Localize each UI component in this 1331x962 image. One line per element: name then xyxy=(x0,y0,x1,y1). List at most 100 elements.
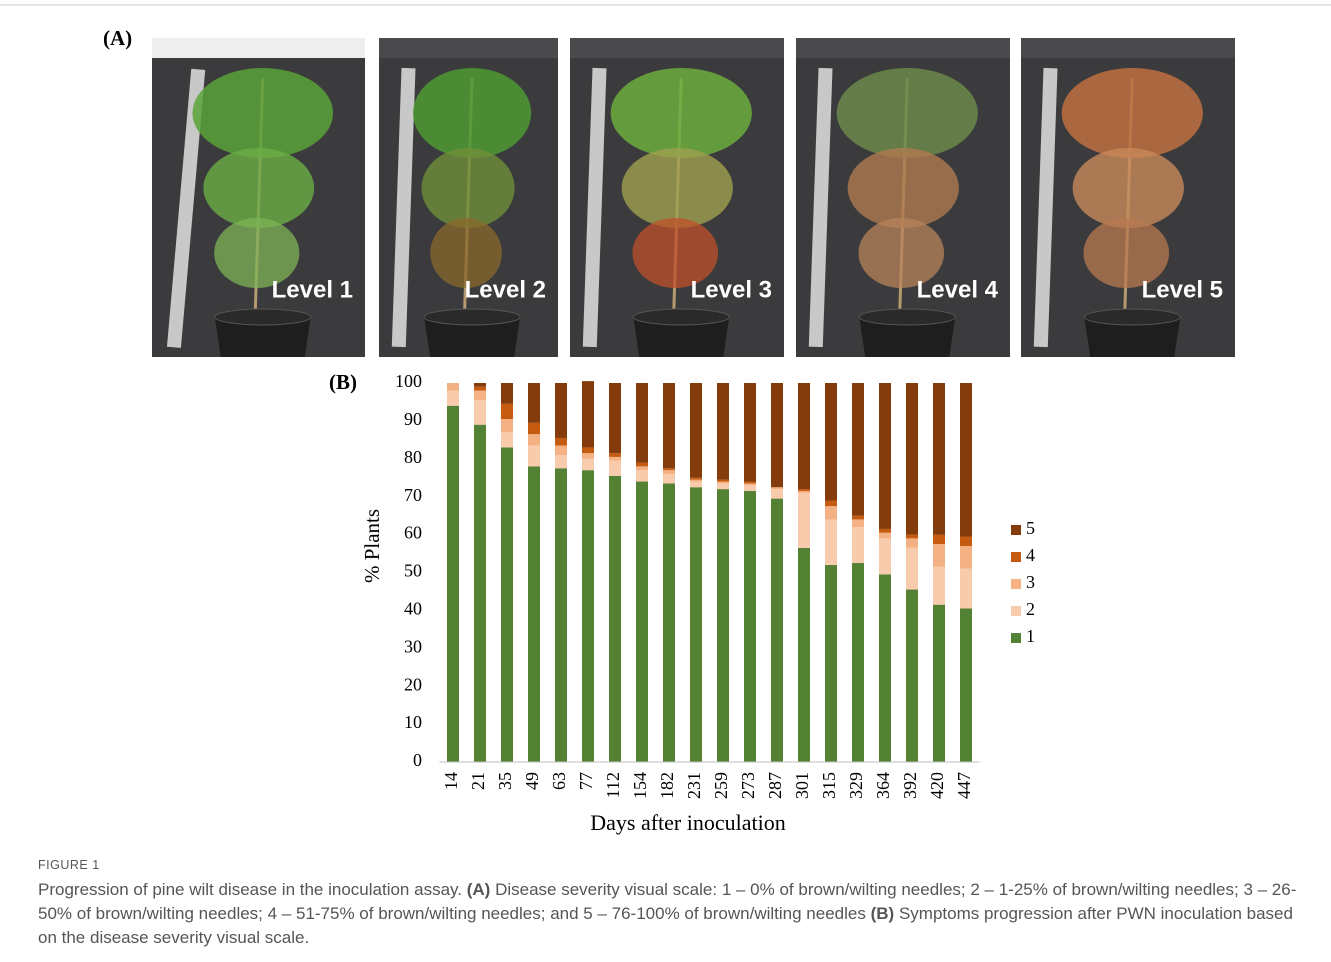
bar-segment xyxy=(852,516,864,520)
pot-rim xyxy=(424,309,520,325)
bar-segment xyxy=(474,391,486,400)
panel-b-label: (B) xyxy=(329,370,357,394)
bar-segment xyxy=(609,461,621,476)
legend-swatch xyxy=(1011,606,1021,616)
bar-segment xyxy=(906,538,918,547)
x-tick-label: 447 xyxy=(954,772,974,799)
bar-segment xyxy=(501,447,513,762)
bar-segment xyxy=(501,419,513,432)
bar-segment xyxy=(555,438,567,446)
y-tick-label: 20 xyxy=(404,674,422,694)
figure-label: FIGURE 1 xyxy=(38,856,1303,874)
legend-swatch xyxy=(1011,525,1021,535)
x-tick-label: 287 xyxy=(765,772,785,799)
bar-segment xyxy=(609,453,621,457)
y-tick-label: 30 xyxy=(404,636,422,656)
bar-segment xyxy=(879,574,891,762)
x-tick-label: 21 xyxy=(468,772,488,790)
bar-segment xyxy=(906,535,918,539)
y-axis-title: % Plants xyxy=(360,509,384,583)
foliage-top xyxy=(413,68,531,158)
legend-label: 2 xyxy=(1026,599,1035,619)
photo-wall xyxy=(570,38,784,58)
legend-swatch xyxy=(1011,552,1021,562)
x-tick-label: 63 xyxy=(549,772,569,790)
bar-segment xyxy=(906,548,918,590)
bar-segment xyxy=(771,383,783,487)
bar-segment xyxy=(933,383,945,535)
bar-segment xyxy=(771,487,783,489)
bar-segment xyxy=(555,383,567,438)
y-tick-label: 60 xyxy=(404,523,422,543)
y-tick-label: 80 xyxy=(404,447,422,467)
bar-segment xyxy=(528,446,540,467)
photo: Level 3 xyxy=(570,38,784,357)
y-tick-label: 40 xyxy=(404,599,422,619)
caption-intro: Progression of pine wilt disease in the … xyxy=(38,880,462,899)
bar-segment xyxy=(609,457,621,461)
x-tick-label: 273 xyxy=(738,772,758,799)
foliage-mid xyxy=(422,148,515,228)
foliage-top xyxy=(1062,68,1203,158)
bar-segment xyxy=(663,470,675,474)
bar-segment xyxy=(663,474,675,483)
bar-segment xyxy=(609,476,621,762)
x-tick-label: 231 xyxy=(684,772,704,799)
y-tick-label: 70 xyxy=(404,485,422,505)
bar-segment xyxy=(501,404,513,419)
bar-segment xyxy=(744,485,756,491)
photo-label: Level 2 xyxy=(465,276,546,303)
bar-segment xyxy=(474,387,486,391)
photo-wall xyxy=(1021,38,1235,58)
bar-segment xyxy=(555,468,567,762)
x-tick-label: 329 xyxy=(846,772,866,799)
bar-segment xyxy=(879,538,891,574)
bar-segment xyxy=(960,569,972,609)
bar-segment xyxy=(528,383,540,423)
bar-segment xyxy=(474,383,486,387)
y-tick-label: 50 xyxy=(404,561,422,581)
bar-segment xyxy=(663,468,675,470)
bar-segment xyxy=(744,491,756,762)
x-tick-label: 315 xyxy=(819,772,839,799)
photo-wall xyxy=(379,38,558,58)
x-tick-label: 112 xyxy=(603,772,623,798)
bar-segment xyxy=(933,605,945,762)
y-tick-label: 0 xyxy=(413,750,422,770)
bar-segment xyxy=(717,489,729,762)
bar-segment xyxy=(960,383,972,536)
bar-segment xyxy=(447,391,459,406)
bar-segment xyxy=(798,489,810,491)
bar-segment xyxy=(798,493,810,548)
bar-segment xyxy=(798,491,810,493)
bar-segment xyxy=(690,480,702,482)
caption-b-label: (B) xyxy=(871,904,895,923)
bar-segment xyxy=(906,590,918,762)
pot-rim xyxy=(859,309,955,325)
bar-segment xyxy=(528,423,540,434)
photo-wall xyxy=(152,38,365,58)
foliage-mid xyxy=(203,148,314,228)
bar-segment xyxy=(852,527,864,563)
bar-segment xyxy=(852,563,864,762)
bar-segment xyxy=(825,500,837,506)
x-tick-label: 49 xyxy=(522,772,542,790)
bar-segment xyxy=(636,470,648,481)
bar-segment xyxy=(852,519,864,527)
bar-segment xyxy=(663,483,675,762)
legend-swatch xyxy=(1011,579,1021,589)
bar-segment xyxy=(474,400,486,425)
bar-segment xyxy=(555,455,567,468)
bar-segment xyxy=(798,548,810,762)
foliage-mid xyxy=(1073,148,1184,228)
x-axis-title: Days after inoculation xyxy=(590,810,786,835)
foliage-top xyxy=(611,68,752,158)
legend-label: 3 xyxy=(1026,572,1035,592)
pot-rim xyxy=(215,309,311,325)
x-tick-label: 259 xyxy=(711,772,731,799)
bar-segment xyxy=(582,459,594,470)
bar-segment xyxy=(636,482,648,762)
bar-segment xyxy=(879,533,891,539)
x-tick-label: 392 xyxy=(900,772,920,799)
bar-segment xyxy=(960,536,972,545)
